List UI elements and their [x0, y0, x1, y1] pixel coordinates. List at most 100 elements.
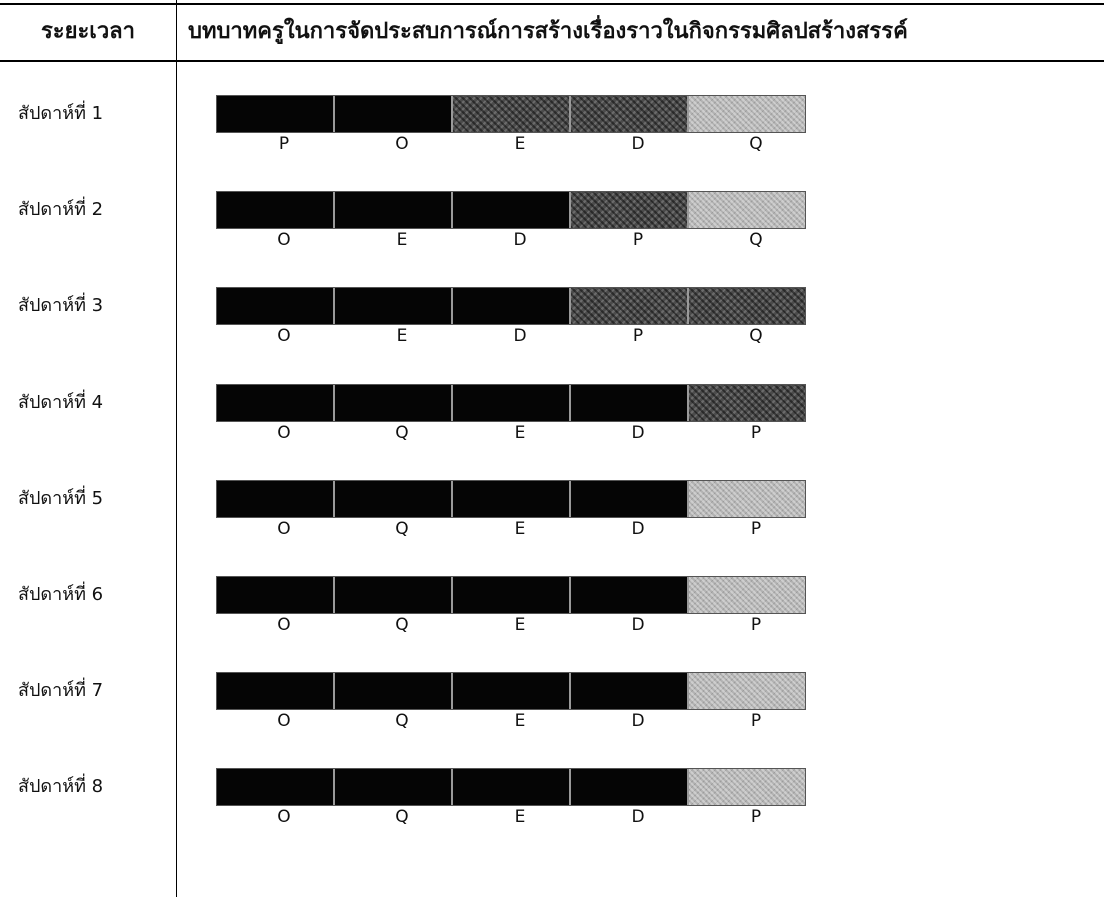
role-segment-q	[689, 288, 805, 325]
role-letter: E	[514, 422, 526, 443]
role-bar	[216, 287, 806, 326]
role-bar	[216, 191, 806, 230]
role-letter: E	[396, 326, 408, 347]
role-segment-e	[453, 384, 571, 421]
role-segment-p	[571, 192, 689, 229]
role-letter: Q	[749, 326, 763, 347]
role-letter: Q	[395, 711, 409, 732]
role-letter: P	[632, 326, 644, 347]
role-segment-e	[453, 673, 571, 710]
week-label: สัปดาห์ที่ 6	[18, 584, 104, 605]
role-segment-d	[571, 577, 689, 613]
role-letter: E	[514, 615, 526, 635]
role-letter: P	[278, 134, 290, 154]
role-segment-p	[571, 288, 689, 325]
week-label: สัปดาห์ที่ 2	[18, 199, 104, 221]
role-segment-o	[217, 673, 335, 710]
role-letter: D	[631, 807, 645, 828]
role-letter: O	[277, 326, 291, 347]
role-letter: E	[396, 230, 408, 251]
role-segment-q	[335, 480, 453, 517]
role-segment-e	[453, 577, 571, 613]
role-segment-q	[689, 96, 805, 132]
role-letter: Q	[395, 615, 409, 635]
week-label: สัปดาห์ที่ 8	[18, 776, 104, 798]
role-segment-d	[571, 673, 689, 710]
role-segment-d	[571, 96, 689, 132]
role-letter: O	[395, 134, 409, 154]
role-letter: D	[631, 615, 645, 635]
role-segment-d	[571, 769, 689, 806]
role-segment-e	[453, 769, 571, 806]
role-letter: P	[750, 711, 762, 732]
role-segment-o	[217, 192, 335, 229]
role-letter: P	[750, 518, 762, 539]
top-rule	[0, 3, 1104, 5]
role-segment-o	[217, 769, 335, 806]
role-letter: P	[750, 807, 762, 828]
role-bar	[216, 768, 806, 807]
role-bar	[216, 479, 806, 518]
week-label: สัปดาห์ที่ 4	[18, 391, 104, 413]
period-header: ระยะเวลา	[40, 17, 136, 44]
role-segment-o	[217, 288, 335, 325]
role-segment-o	[217, 384, 335, 421]
role-letter: D	[513, 230, 527, 251]
role-letter: E	[514, 807, 526, 828]
role-segment-e	[335, 192, 453, 229]
role-segment-o	[217, 577, 335, 613]
role-segment-o	[217, 480, 335, 517]
role-segment-p	[689, 577, 805, 613]
role-bar	[216, 383, 806, 422]
role-segment-e	[453, 96, 571, 132]
week-label: สัปดาห์ที่ 1	[18, 103, 104, 124]
week-label: สัปดาห์ที่ 3	[18, 295, 104, 317]
role-letter: O	[277, 711, 291, 732]
role-segment-p	[689, 480, 805, 517]
role-letter: O	[277, 230, 291, 251]
role-letter: Q	[395, 807, 409, 828]
role-segment-q	[335, 577, 453, 613]
role-segment-p	[689, 769, 805, 806]
role-segment-p	[689, 384, 805, 421]
role-letter: Q	[749, 134, 763, 154]
role-segment-e	[335, 288, 453, 325]
role-letter: O	[277, 615, 291, 635]
role-letter: P	[750, 422, 762, 443]
role-letter: Q	[395, 518, 409, 539]
week-label: สัปดาห์ที่ 5	[18, 487, 104, 509]
role-segment-d	[453, 288, 571, 325]
role-letter: D	[631, 422, 645, 443]
role-segment-p	[217, 96, 335, 132]
role-letter: D	[513, 326, 527, 347]
role-letter: E	[514, 711, 526, 732]
column-divider	[176, 0, 177, 897]
role-letter: O	[277, 807, 291, 828]
role-segment-p	[689, 673, 805, 710]
role-letter: P	[750, 615, 762, 635]
role-letter: O	[277, 518, 291, 539]
role-letter: D	[631, 134, 645, 154]
role-segment-q	[335, 769, 453, 806]
role-segment-d	[453, 192, 571, 229]
role-bar	[216, 576, 806, 614]
teacher-role-header: บทบาทครูในการจัดประสบการณ์การสร้างเรื่อง…	[188, 17, 908, 44]
role-letter: O	[277, 422, 291, 443]
role-letter: E	[514, 518, 526, 539]
role-letter: D	[631, 518, 645, 539]
role-segment-d	[571, 480, 689, 517]
role-segment-q	[689, 192, 805, 229]
role-letter: P	[632, 230, 644, 251]
week-label: สัปดาห์ที่ 7	[18, 680, 104, 702]
role-letter: Q	[395, 422, 409, 443]
role-letter: E	[514, 134, 526, 154]
header-rule	[0, 60, 1104, 62]
role-segment-o	[335, 96, 453, 132]
